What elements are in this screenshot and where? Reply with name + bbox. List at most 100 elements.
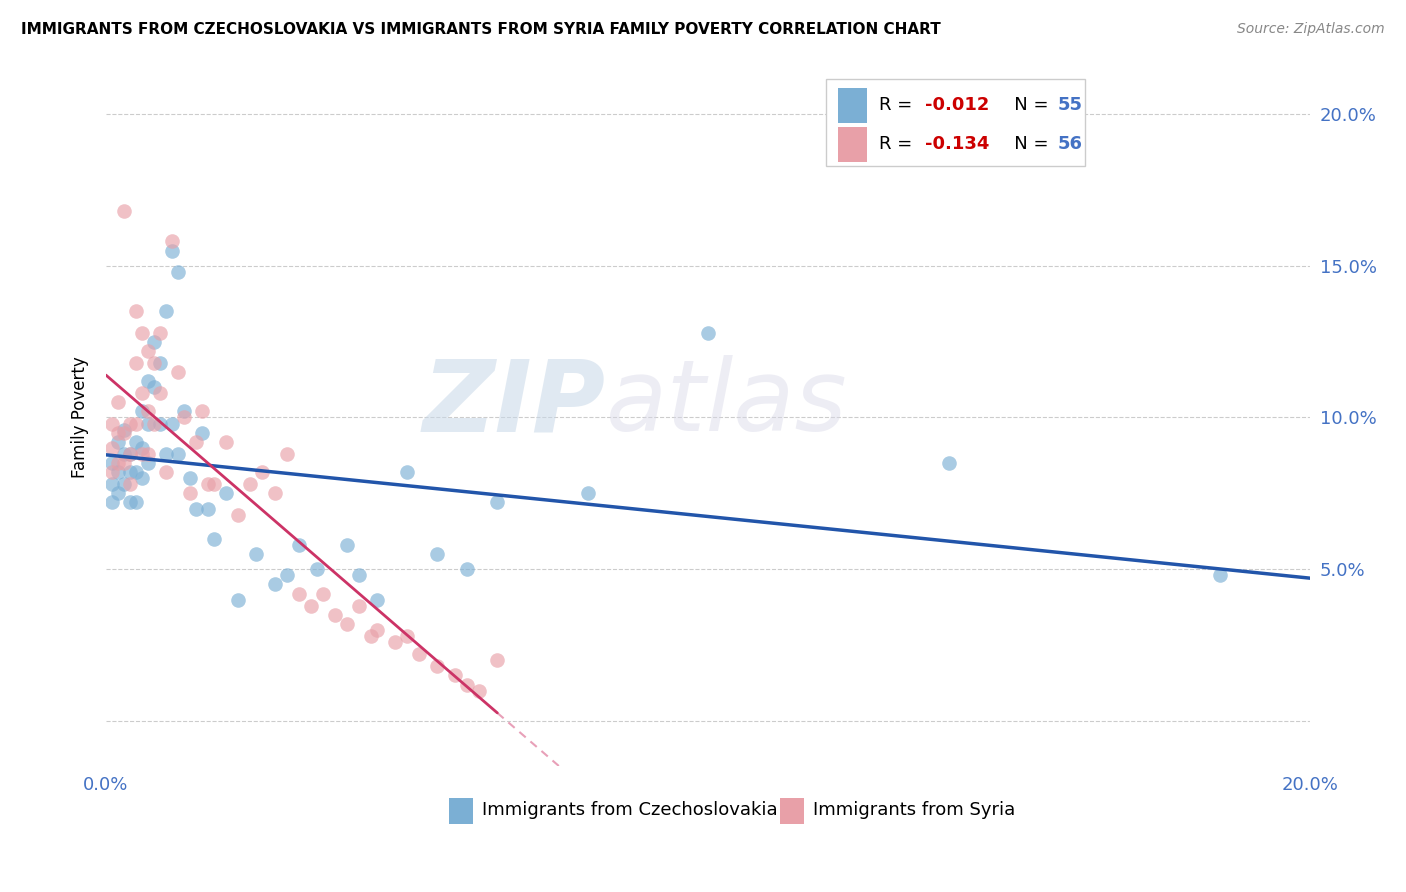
Bar bbox=[449, 797, 474, 824]
Point bbox=[112, 477, 135, 491]
Point bbox=[456, 677, 478, 691]
Point bbox=[125, 465, 148, 479]
Point bbox=[107, 456, 129, 470]
Point bbox=[118, 465, 141, 479]
Point bbox=[125, 356, 148, 370]
Point bbox=[149, 417, 172, 431]
Point bbox=[101, 417, 124, 431]
Point bbox=[112, 456, 135, 470]
Text: ZIP: ZIP bbox=[423, 355, 606, 452]
Text: N =: N = bbox=[997, 136, 1054, 153]
Point bbox=[131, 386, 153, 401]
Point bbox=[395, 629, 418, 643]
Point bbox=[160, 235, 183, 249]
Point bbox=[112, 447, 135, 461]
Point bbox=[112, 423, 135, 437]
Point bbox=[444, 668, 467, 682]
Point bbox=[197, 477, 219, 491]
Point bbox=[173, 410, 195, 425]
Bar bbox=[827, 79, 1085, 166]
Point bbox=[112, 204, 135, 219]
Point bbox=[118, 447, 141, 461]
Point bbox=[395, 465, 418, 479]
Text: 55: 55 bbox=[1057, 96, 1083, 114]
Point bbox=[263, 486, 285, 500]
Text: N =: N = bbox=[997, 96, 1054, 114]
Point bbox=[136, 374, 159, 388]
Point bbox=[149, 356, 172, 370]
Point bbox=[125, 304, 148, 318]
Point bbox=[384, 635, 406, 649]
Point bbox=[118, 477, 141, 491]
Point bbox=[160, 244, 183, 258]
Point bbox=[576, 486, 599, 500]
Point bbox=[118, 447, 141, 461]
Point bbox=[426, 547, 449, 561]
Point bbox=[191, 425, 214, 440]
Point bbox=[202, 532, 225, 546]
Point bbox=[149, 326, 172, 340]
Point bbox=[143, 380, 166, 394]
Point bbox=[312, 586, 335, 600]
Point bbox=[136, 447, 159, 461]
Point bbox=[118, 417, 141, 431]
Point bbox=[202, 477, 225, 491]
Point bbox=[347, 599, 370, 613]
Point bbox=[239, 477, 262, 491]
Point bbox=[360, 629, 382, 643]
Point bbox=[131, 441, 153, 455]
Point bbox=[125, 495, 148, 509]
Point bbox=[143, 356, 166, 370]
Point bbox=[228, 508, 250, 522]
Text: R =: R = bbox=[879, 96, 918, 114]
Text: atlas: atlas bbox=[606, 355, 848, 452]
Point bbox=[149, 386, 172, 401]
Point bbox=[136, 417, 159, 431]
Point bbox=[136, 343, 159, 358]
Point bbox=[486, 495, 509, 509]
Point bbox=[101, 465, 124, 479]
Point bbox=[107, 395, 129, 409]
Bar bbox=[838, 127, 868, 161]
Point bbox=[155, 447, 177, 461]
Point bbox=[215, 434, 238, 449]
Point bbox=[136, 456, 159, 470]
Text: 56: 56 bbox=[1057, 136, 1083, 153]
Point bbox=[1209, 568, 1232, 582]
Text: Source: ZipAtlas.com: Source: ZipAtlas.com bbox=[1237, 22, 1385, 37]
Bar bbox=[838, 87, 868, 122]
Point bbox=[228, 592, 250, 607]
Bar bbox=[780, 797, 804, 824]
Point bbox=[118, 495, 141, 509]
Point bbox=[215, 486, 238, 500]
Point bbox=[366, 592, 388, 607]
Point bbox=[155, 465, 177, 479]
Text: R =: R = bbox=[879, 136, 918, 153]
Point bbox=[336, 538, 359, 552]
Point bbox=[287, 586, 309, 600]
Point bbox=[287, 538, 309, 552]
Point bbox=[167, 447, 190, 461]
Point bbox=[347, 568, 370, 582]
Point bbox=[112, 425, 135, 440]
Text: -0.134: -0.134 bbox=[925, 136, 990, 153]
Point bbox=[486, 653, 509, 667]
Point bbox=[323, 607, 346, 622]
Point bbox=[336, 616, 359, 631]
Point bbox=[276, 447, 298, 461]
Point bbox=[426, 659, 449, 673]
Point bbox=[107, 486, 129, 500]
Point bbox=[131, 471, 153, 485]
Point bbox=[305, 562, 328, 576]
Point bbox=[160, 417, 183, 431]
Point bbox=[107, 425, 129, 440]
Point bbox=[131, 404, 153, 418]
Point bbox=[179, 486, 201, 500]
Point bbox=[107, 434, 129, 449]
Point bbox=[299, 599, 322, 613]
Point bbox=[101, 495, 124, 509]
Point bbox=[186, 501, 208, 516]
Point bbox=[468, 683, 491, 698]
Y-axis label: Family Poverty: Family Poverty bbox=[72, 357, 89, 478]
Point bbox=[101, 477, 124, 491]
